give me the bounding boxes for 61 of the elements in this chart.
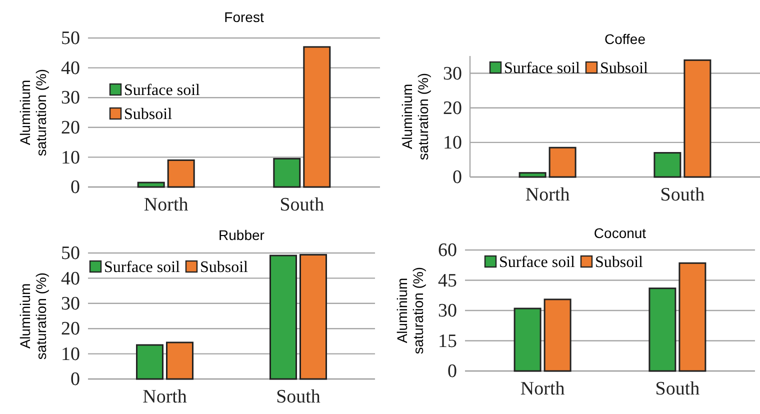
bar [136, 344, 164, 380]
chart-title: Coffee [604, 31, 646, 47]
y-tick-label: 15 [438, 330, 457, 352]
legend-label: Surface soil [499, 254, 576, 271]
y-tick-label: 10 [61, 344, 80, 365]
x-tick-label: South [655, 378, 700, 400]
y-axis-title: Aluminium saturation (%) [17, 68, 49, 156]
y-tick-label: 10 [61, 147, 80, 168]
bar [518, 172, 546, 178]
bar [269, 254, 297, 380]
x-tick-label: North [144, 194, 189, 216]
y-tick-label: 0 [70, 177, 80, 198]
bar [654, 152, 682, 178]
bar [544, 298, 572, 372]
chart-title: Rubber [218, 227, 265, 243]
legend-label: Subsoil [200, 259, 249, 276]
y-tick-label: 20 [61, 117, 80, 138]
bar [167, 159, 195, 188]
y-tick-label: 50 [61, 243, 80, 264]
y-axis-title: Aluminium saturation (%) [394, 266, 426, 354]
y-tick-label: 40 [61, 268, 80, 290]
y-tick-label: 0 [448, 361, 457, 382]
legend-label: Subsoil [594, 254, 644, 271]
bar [548, 146, 576, 178]
bar [166, 342, 194, 380]
x-tick-label: South [276, 386, 321, 408]
legend-label: Surface soil [104, 259, 181, 276]
y-tick-label: 0 [70, 369, 80, 390]
y-tick-label: 20 [443, 98, 462, 119]
legend-label: Surface soil [124, 82, 201, 99]
y-tick-label: 60 [438, 240, 457, 262]
bar [273, 158, 301, 188]
x-tick-label: North [142, 386, 188, 408]
bar [303, 46, 331, 188]
y-tick-label: 30 [61, 293, 80, 314]
bar [684, 59, 712, 178]
bar [678, 262, 706, 372]
y-tick-label: 20 [61, 318, 80, 340]
legend-label: Subsoil [600, 60, 649, 77]
y-tick-label: 10 [443, 132, 462, 154]
y-axis-title: Aluminium saturation (%) [399, 72, 431, 160]
y-axis-title: Aluminium saturation (%) [17, 272, 49, 360]
y-tick-label: 50 [61, 28, 80, 50]
bar [648, 288, 676, 372]
y-tick-label: 30 [61, 88, 80, 109]
legend-label: Surface soil [504, 60, 581, 77]
bar [299, 254, 327, 380]
x-tick-label: South [660, 184, 706, 206]
legend-label: Subsoil [124, 106, 173, 123]
x-tick-label: South [280, 194, 325, 216]
chart-title: Coconut [594, 225, 646, 241]
y-tick-label: 40 [61, 58, 80, 79]
chart-title: Forest [224, 9, 264, 25]
y-tick-label: 30 [438, 300, 457, 322]
bar [137, 182, 165, 188]
y-tick-label: 0 [452, 167, 462, 188]
bar [514, 308, 542, 372]
x-tick-label: North [520, 378, 566, 400]
y-tick-label: 45 [438, 270, 457, 292]
x-tick-label: North [525, 184, 570, 206]
y-tick-label: 30 [443, 63, 462, 84]
